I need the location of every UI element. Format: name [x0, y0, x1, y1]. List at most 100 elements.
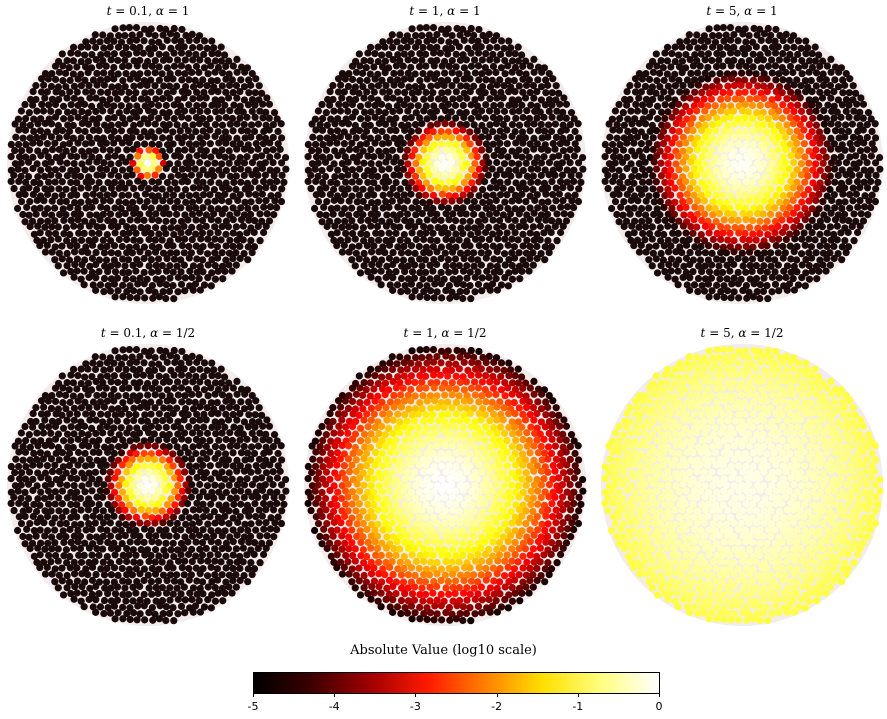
mesh-node	[215, 474, 223, 482]
mesh-node	[389, 94, 397, 102]
mesh-node	[475, 178, 483, 186]
mesh-node	[638, 178, 647, 186]
mesh-node	[106, 95, 114, 103]
mesh-node	[474, 62, 483, 70]
mesh-node	[133, 49, 141, 57]
mesh-node	[518, 267, 526, 275]
mesh-node	[834, 96, 843, 104]
mesh-node	[71, 260, 79, 269]
mesh-node	[456, 56, 465, 64]
mesh-node	[126, 115, 134, 123]
mesh-node	[145, 45, 153, 53]
mesh-node	[767, 82, 775, 90]
mesh-node	[40, 197, 48, 205]
mesh-node	[433, 197, 441, 205]
mesh-node	[345, 145, 354, 154]
mesh-node	[559, 183, 567, 192]
mesh-node	[522, 249, 531, 257]
mesh-node	[222, 397, 230, 405]
mesh-node	[340, 205, 349, 213]
mesh-node	[429, 36, 438, 44]
mesh-node	[529, 261, 537, 269]
mesh-node	[628, 173, 636, 181]
mesh-node	[835, 198, 843, 206]
mesh-node	[110, 461, 118, 469]
mesh-node	[823, 254, 831, 263]
mesh-node	[73, 242, 81, 250]
mesh-node	[432, 107, 441, 115]
mesh-node	[741, 113, 749, 122]
mesh-node	[184, 178, 192, 186]
mesh-node	[178, 242, 186, 250]
mesh-node	[132, 411, 140, 419]
mesh-node	[530, 236, 538, 244]
mesh-node	[99, 210, 107, 218]
mesh-node	[136, 558, 144, 567]
mesh-node	[29, 87, 37, 96]
mesh-node	[214, 50, 222, 58]
mesh-node	[240, 442, 248, 451]
mesh-node	[124, 372, 133, 380]
mesh-node	[637, 190, 646, 199]
mesh-node	[425, 31, 433, 39]
mesh-node	[304, 140, 312, 149]
mesh-node	[236, 114, 244, 122]
mesh-node	[225, 57, 233, 65]
mesh-node	[809, 139, 817, 147]
mesh-node	[240, 572, 248, 580]
mesh-node	[460, 36, 468, 44]
mesh-node	[757, 64, 765, 72]
mesh-node	[189, 83, 198, 91]
mesh-node	[58, 411, 66, 419]
mesh-node	[683, 37, 691, 45]
mesh-node	[143, 493, 152, 502]
mesh-node	[128, 31, 136, 39]
mesh-node	[333, 229, 341, 237]
mesh-node	[452, 63, 460, 71]
mesh-node	[114, 70, 122, 78]
mesh-node	[437, 140, 446, 148]
mesh-node	[273, 166, 281, 174]
mesh-node	[805, 197, 813, 205]
mesh-node	[566, 159, 574, 167]
mesh-node	[521, 223, 530, 231]
mesh-node	[544, 210, 552, 219]
mesh-node	[274, 191, 282, 199]
mesh-node	[868, 191, 876, 199]
mesh-node	[169, 87, 177, 96]
mesh-node	[189, 286, 197, 294]
mesh-node	[21, 126, 30, 134]
mesh-node	[396, 57, 404, 65]
mesh-node	[192, 449, 200, 458]
mesh-node	[228, 114, 237, 123]
mesh-node	[178, 409, 186, 418]
mesh-node	[126, 75, 134, 83]
mesh-node	[842, 171, 850, 179]
mesh-node	[121, 120, 129, 128]
mesh-node	[701, 107, 709, 115]
mesh-node	[84, 431, 92, 439]
mesh-node	[448, 288, 456, 296]
mesh-node	[415, 139, 423, 147]
mesh-node	[689, 229, 697, 237]
mesh-node	[129, 145, 137, 153]
mesh-node	[664, 108, 672, 116]
mesh-node	[33, 429, 41, 437]
mesh-node	[38, 422, 46, 430]
mesh-node	[446, 294, 454, 302]
mesh-node	[694, 44, 702, 52]
mesh-node	[196, 134, 204, 142]
mesh-node	[43, 205, 52, 213]
mesh-node	[140, 565, 148, 573]
mesh-node	[77, 404, 85, 412]
mesh-node	[311, 165, 319, 173]
mesh-node	[233, 377, 241, 385]
mesh-node	[364, 49, 372, 57]
mesh-node	[24, 494, 33, 503]
mesh-node	[807, 243, 816, 251]
mesh-node	[132, 358, 141, 366]
mesh-node	[765, 165, 773, 174]
mesh-node	[198, 229, 207, 237]
mesh-node	[386, 37, 394, 45]
mesh-node	[158, 494, 167, 502]
